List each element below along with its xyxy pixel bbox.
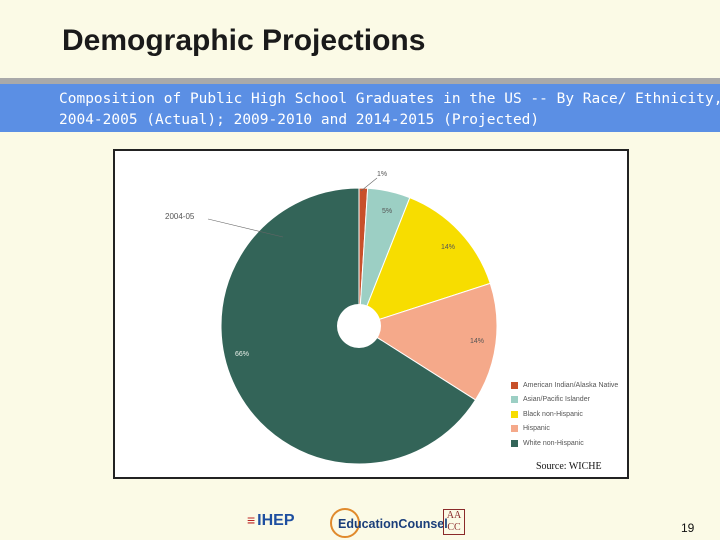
- banner-line-1: Composition of Public High School Gradua…: [59, 91, 720, 107]
- pie-slice-4: [357, 282, 498, 401]
- legend-swatch-5: [511, 439, 518, 447]
- legend-swatch-3: [511, 410, 518, 418]
- legend-swatch-4: [511, 425, 518, 433]
- slice-label-1: 1%: [377, 171, 387, 178]
- legend-item-3: Black non-Hispanic: [511, 407, 618, 422]
- ring-label-leader: [207, 218, 284, 238]
- legend-label-1: American Indian/Alaska Native: [523, 381, 619, 389]
- ihep-logo: ≡ IHEP: [247, 512, 295, 530]
- slice-label-leader-1: [360, 177, 378, 192]
- legend-label-3: Black non-Hispanic: [523, 410, 583, 418]
- legend-swatch-1: [511, 381, 518, 389]
- donut-chart: 1% 5% 14% 14% 66% 2004-05: [165, 171, 498, 465]
- legend-label-4: Hispanic: [523, 425, 550, 433]
- page-number: 19: [681, 521, 695, 535]
- ring-label: 2004-05: [165, 212, 195, 221]
- banner-line-2: 2004-2005 (Actual); 2009-2010 and 2014-2…: [59, 112, 540, 128]
- legend-item-4: Hispanic: [511, 422, 618, 437]
- educationcounsel-ring-icon: [330, 508, 360, 538]
- legend-item-1: American Indian/Alaska Native: [511, 378, 618, 393]
- legend-label-5: White non-Hispanic: [523, 439, 584, 447]
- slice-label-5: 66%: [235, 351, 249, 358]
- ihep-logo-text: IHEP: [257, 512, 295, 529]
- ihep-stripes-icon: ≡: [247, 512, 255, 528]
- legend-item-5: White non-Hispanic: [511, 436, 618, 451]
- chart-frame: 1% 5% 14% 14% 66% 2004-05 American Indian/Ala…: [113, 149, 629, 479]
- educationcounsel-logo-text: EducationCounsel: [338, 517, 448, 531]
- slice-label-3: 14%: [441, 244, 455, 251]
- slice-label-4: 14%: [470, 338, 484, 345]
- legend-swatch-2: [511, 396, 518, 404]
- slide-title: Demographic Projections: [62, 24, 426, 57]
- legend-label-2: Asian/Pacific Islander: [523, 396, 590, 404]
- chart-source: Source: WICHE: [536, 461, 602, 472]
- chart-legend: American Indian/Alaska Native Asian/Pacif…: [511, 378, 618, 451]
- aacc-logo-mark: AA CC: [443, 509, 465, 535]
- slice-label-2: 5%: [382, 208, 392, 215]
- title-divider: [0, 78, 720, 84]
- donut-hole: [337, 304, 381, 348]
- legend-item-2: Asian/Pacific Islander: [511, 393, 618, 408]
- subtitle-banner: Composition of Public High School Gradua…: [0, 84, 720, 132]
- aacc-logo: AA CC: [443, 509, 465, 535]
